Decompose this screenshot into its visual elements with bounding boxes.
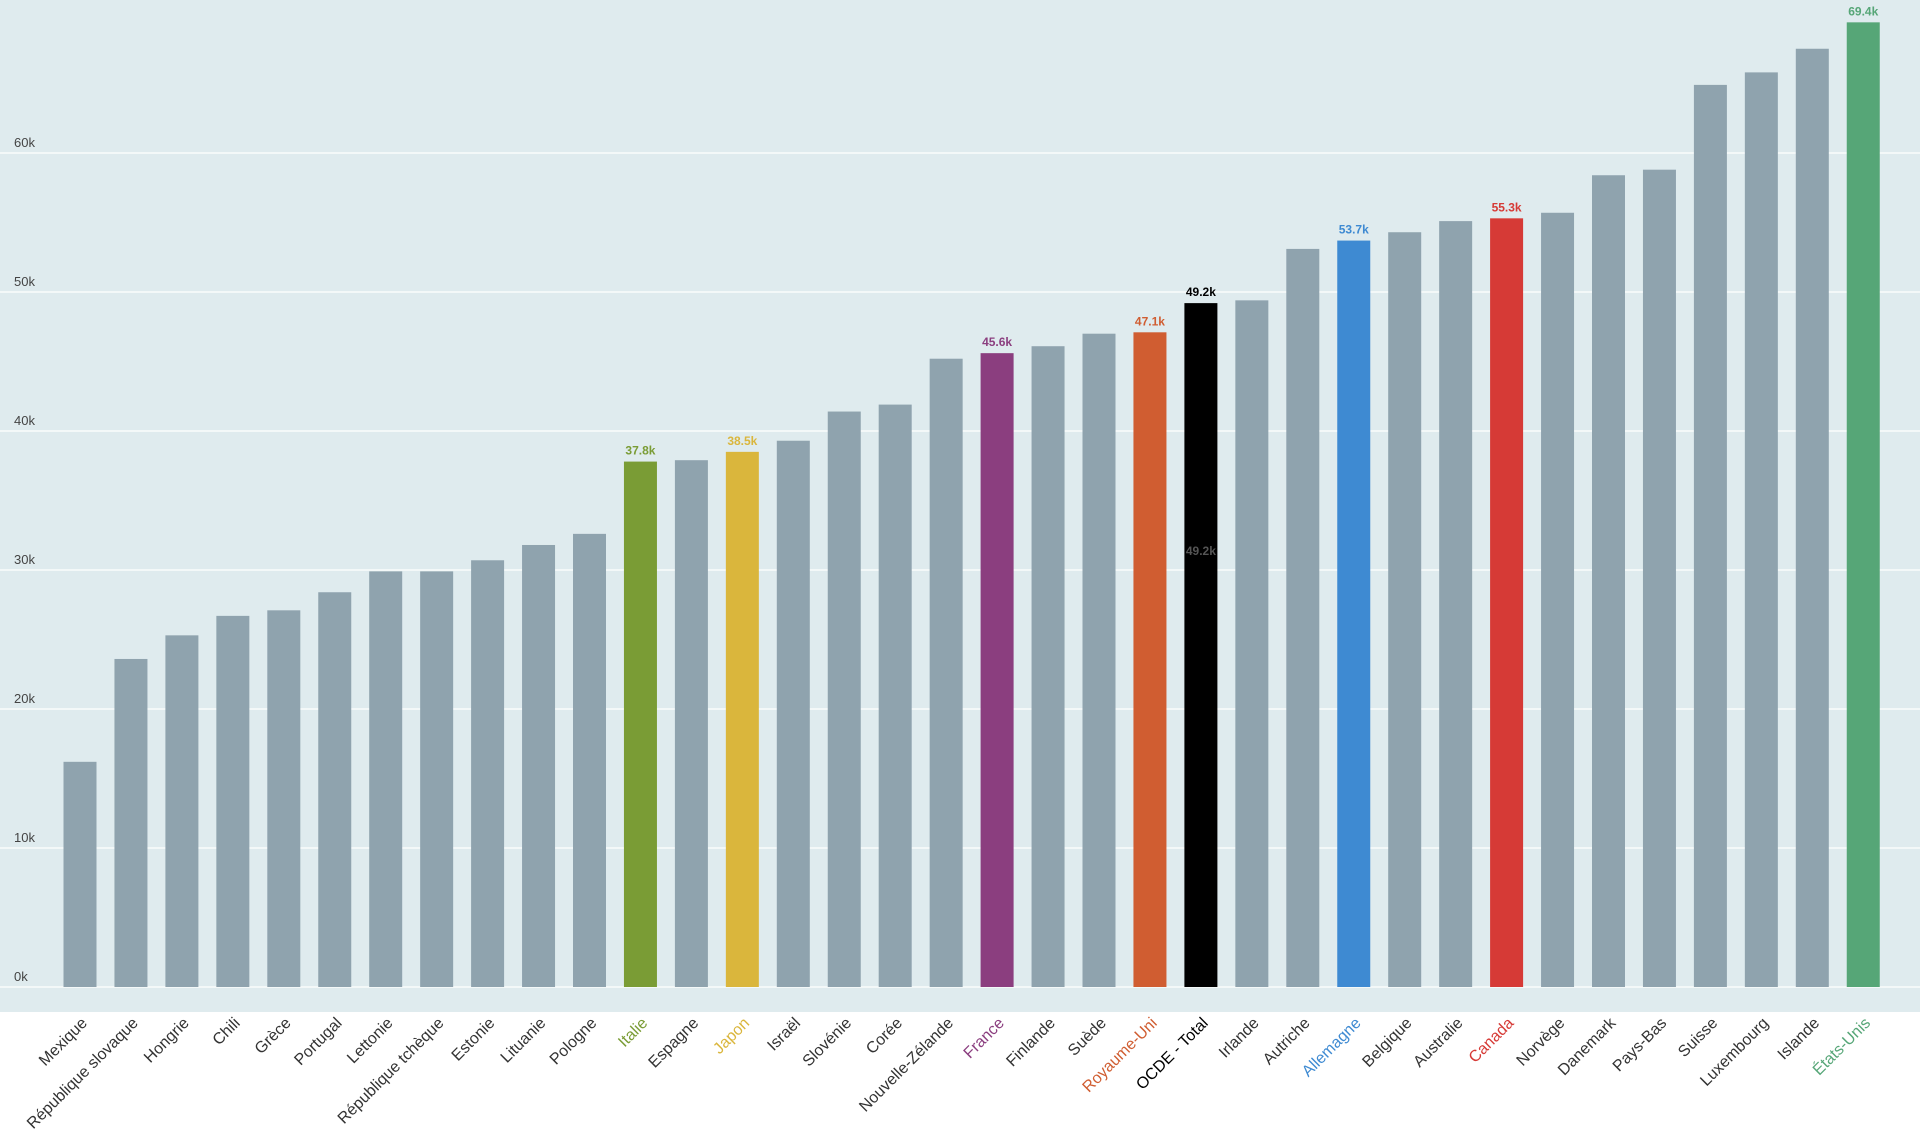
bar xyxy=(1235,300,1269,988)
bar xyxy=(674,460,708,987)
category-label: Irlande xyxy=(1216,1015,1263,1062)
y-tick-label: 60k xyxy=(14,135,35,150)
bar xyxy=(114,658,148,987)
bar xyxy=(1642,169,1676,987)
bar xyxy=(1388,232,1422,988)
bar xyxy=(1795,48,1829,987)
y-tick-label: 40k xyxy=(14,413,35,428)
bar xyxy=(827,411,861,987)
y-tick-label: 50k xyxy=(14,274,35,289)
bar xyxy=(725,451,759,988)
bar xyxy=(63,761,97,987)
bar xyxy=(1439,221,1473,988)
bar xyxy=(1541,212,1575,987)
bar xyxy=(420,571,454,987)
category-label: Pays-Bas xyxy=(1610,1015,1670,1075)
data-label: 37.8k xyxy=(625,444,655,458)
category-label: Lituanie xyxy=(498,1015,550,1067)
category-label: Canada xyxy=(1466,1015,1518,1067)
data-label: 53.7k xyxy=(1339,223,1369,237)
y-tick-label: 10k xyxy=(14,830,35,845)
category-label: Finlande xyxy=(1003,1015,1058,1070)
category-label: Corée xyxy=(863,1015,906,1058)
category-label: Hongrie xyxy=(141,1015,193,1067)
bar xyxy=(1184,303,1218,987)
category-label: France xyxy=(961,1015,1008,1062)
category-label: Espagne xyxy=(646,1015,703,1072)
category-label: Belgique xyxy=(1359,1015,1415,1071)
data-labels: 37.8k 38.5k 45.6k 47.1k 49.2k 49.2k 53.7k 55.3k… xyxy=(625,4,1878,558)
data-label: 38.5k xyxy=(727,434,757,448)
bar xyxy=(573,533,606,987)
inner-data-label: 49.2k xyxy=(1186,544,1216,558)
bar xyxy=(1286,248,1320,987)
category-label: Lettonie xyxy=(344,1015,396,1067)
bar xyxy=(1592,175,1625,988)
category-label: Suisse xyxy=(1675,1015,1721,1061)
bar xyxy=(1744,72,1778,987)
bar xyxy=(929,358,963,988)
bar xyxy=(1082,333,1116,987)
bar xyxy=(522,544,556,987)
bar xyxy=(878,404,912,988)
bar xyxy=(1490,218,1524,987)
data-label: 47.1k xyxy=(1135,314,1165,328)
bar xyxy=(318,592,352,987)
y-axis-tick-labels: 0k 10k 20k 30k 40k 50k 60k xyxy=(14,135,35,984)
category-label: Estonie xyxy=(449,1015,499,1065)
bar xyxy=(980,353,1014,987)
category-label: Nouvelle-Zélande xyxy=(856,1015,957,1116)
y-tick-label: 30k xyxy=(14,552,35,567)
y-tick-label: 0k xyxy=(14,969,28,984)
bar xyxy=(776,440,810,988)
bar xyxy=(1133,332,1167,987)
category-label: Suède xyxy=(1065,1015,1110,1060)
category-label: Autriche xyxy=(1260,1015,1314,1069)
bar xyxy=(623,461,657,988)
data-label: 69.4k xyxy=(1848,4,1878,18)
bar xyxy=(1693,84,1727,987)
category-label: Israël xyxy=(764,1015,804,1055)
category-label: Islande xyxy=(1775,1015,1824,1064)
bar xyxy=(1337,240,1371,987)
data-label: 49.2k xyxy=(1186,285,1216,299)
category-label: Chili xyxy=(210,1015,244,1049)
bar xyxy=(267,610,301,987)
bar xyxy=(165,635,199,987)
bar xyxy=(471,560,505,987)
category-label: Portugal xyxy=(291,1015,345,1069)
category-label: Italie xyxy=(615,1015,651,1051)
category-label: Slovénie xyxy=(800,1015,855,1070)
category-label: Australie xyxy=(1410,1015,1466,1071)
y-tick-label: 20k xyxy=(14,691,35,706)
data-label: 55.3k xyxy=(1492,200,1522,214)
data-label: 45.6k xyxy=(982,335,1012,349)
category-label: Japon xyxy=(710,1015,753,1058)
bar xyxy=(1031,346,1065,988)
bar xyxy=(216,615,250,987)
bar xyxy=(369,571,403,987)
category-label: Pologne xyxy=(547,1015,601,1069)
bars xyxy=(63,22,1880,988)
category-label: Grèce xyxy=(252,1015,295,1058)
bar xyxy=(1846,22,1880,987)
